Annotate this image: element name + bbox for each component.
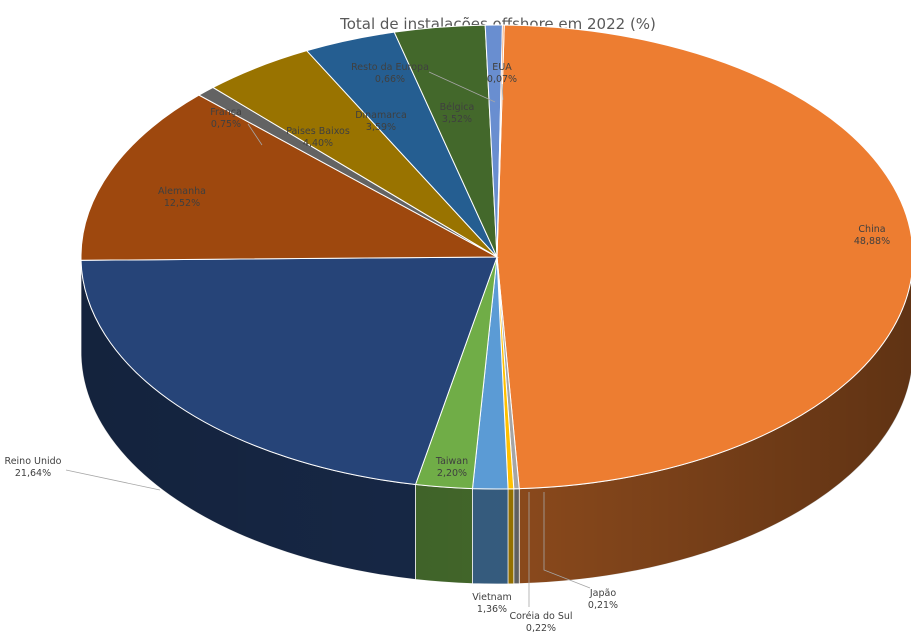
label-value-paises-baixos: 4,40% (303, 138, 333, 149)
label-name-resto-da-europa: Resto da Europa (351, 62, 429, 73)
slice-reino-unido (80, 256, 498, 486)
label-value-taiwan: 2,20% (437, 468, 467, 479)
label-value-dinamarca: 3,59% (366, 122, 396, 133)
label-name-taiwan: Taiwan (435, 456, 468, 467)
label-name-paises-baixos: Paises Baixos (286, 126, 350, 137)
pie-top-layer (80, 24, 911, 490)
leader-franca (247, 123, 263, 146)
label-name-china: China (858, 224, 885, 235)
slice-alemanha (80, 94, 499, 261)
leader-resto-da-europa (428, 71, 496, 103)
label-value-japao: 0,21% (588, 600, 618, 611)
leader-lines (65, 71, 591, 607)
label-name-franca: França (210, 107, 242, 118)
label-value-eua: 0,07% (487, 74, 517, 85)
side-japao (513, 488, 520, 585)
label-value-china: 48,88% (854, 236, 890, 247)
label-value-alemanha: 12,52% (164, 198, 200, 209)
label-name-coreia-do-sul: Coréia do Sul (509, 611, 572, 622)
leader-reino-unido (65, 469, 161, 491)
label-name-belgica: Bélgica (440, 102, 475, 113)
label-name-eua: EUA (492, 62, 512, 73)
label-value-reino-unido: 21,64% (15, 468, 51, 479)
slice-china (496, 24, 911, 490)
leader-eua (501, 83, 504, 101)
side-taiwan (415, 484, 473, 585)
label-name-dinamarca: Dinamarca (355, 110, 407, 121)
slice-eua (496, 24, 505, 258)
label-name-alemanha: Alemanha (158, 186, 206, 197)
label-value-coreia-do-sul: 0,22% (526, 623, 556, 634)
label-value-belgica: 3,52% (442, 114, 472, 125)
side-coreia-do-sul (507, 488, 515, 585)
chart-title: Total de instalações offshore em 2022 (%… (339, 15, 656, 33)
label-name-vietnam: Vietnam (472, 592, 512, 603)
label-name-reino-unido: Reino Unido (5, 456, 62, 467)
side-vietnam (472, 488, 509, 585)
label-value-franca: 0,75% (211, 119, 241, 130)
label-value-resto-da-europa: 0,66% (375, 74, 405, 85)
leader-japao (543, 492, 591, 589)
label-value-vietnam: 1,36% (477, 604, 507, 615)
label-name-japao: Japão (589, 588, 616, 599)
